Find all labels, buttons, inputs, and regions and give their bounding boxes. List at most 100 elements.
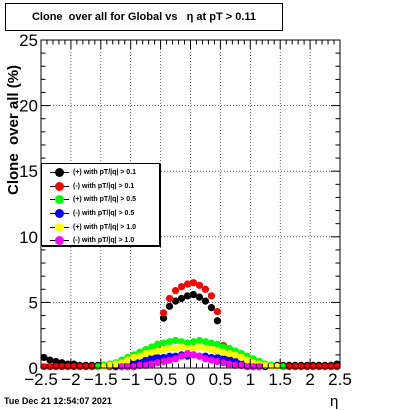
data-point [106,361,114,369]
data-point [213,347,222,355]
y-tick-label: 5 [29,293,38,312]
data-point [171,336,180,345]
data-point [207,339,216,347]
data-point [261,361,269,369]
data-point [237,361,245,369]
x-tick-label: 1 [246,370,255,389]
data-point [213,317,222,325]
data-point [165,302,174,310]
data-point [124,356,132,364]
data-point [183,292,192,300]
data-point [231,361,239,369]
data-point [189,351,198,359]
data-point [183,349,192,358]
data-point [112,360,120,368]
data-point [142,361,150,369]
data-point [142,349,150,358]
legend-marker [42,166,69,179]
data-point [171,286,180,295]
x-axis-label: η [330,393,339,410]
legend-entry: (+) with pT/|q| > 1.0 [42,220,159,234]
data-series [40,279,341,371]
x-tick-label: 1.5 [268,370,292,389]
data-point [207,356,216,364]
data-point [177,294,186,303]
data-point [231,351,239,359]
legend-marker [42,221,69,234]
data-point [207,304,216,312]
x-tick-label: −0.5 [144,370,178,389]
data-point [52,357,60,366]
legend-marker [42,234,69,247]
data-point [225,360,233,368]
legend-label: (+) with pT/|q| > 0.1 [73,169,137,177]
data-point [207,292,216,300]
data-point [195,352,204,360]
data-point [136,352,144,360]
legend-label: (+) with pT/|q| > 1.0 [73,223,137,231]
legend-entry: (-) with pT/|q| > 1.0 [42,234,159,248]
data-point [165,294,174,303]
data-point [189,290,198,299]
data-point [130,353,138,362]
data-point [225,349,233,358]
data-point [154,359,162,367]
y-tick-label: 25 [19,31,38,50]
data-point [189,279,198,287]
data-point [142,356,150,364]
x-tick-label: −1.5 [84,370,118,389]
data-point [219,359,227,367]
data-point [177,338,186,346]
legend-entry: (+) with pT/|q| > 0.1 [42,166,159,180]
legend-label: (-) with pT/|q| > 1.0 [73,237,135,245]
x-tick-label: 0 [186,370,195,389]
data-point [148,355,156,363]
x-tick-label: 2.5 [328,370,352,389]
data-point [195,281,204,289]
data-point [213,357,222,366]
data-point [201,338,210,346]
x-tick-label: −2.5 [24,370,58,389]
data-point [40,353,48,362]
data-point [213,340,222,348]
data-point [154,340,162,348]
data-point [213,307,222,316]
data-point [183,339,192,347]
x-tick-label: 0.5 [209,370,233,389]
data-point [159,357,168,366]
x-tick-label: −1 [121,370,140,389]
x-tick-label: −2 [61,370,80,389]
data-point [189,338,198,346]
data-point [201,297,210,305]
y-tick-label: 0 [29,359,38,378]
legend-marker [42,207,69,220]
data-point [159,346,168,354]
data-point [148,360,156,368]
series-5 [118,349,263,371]
data-point [165,338,174,346]
legend-label: (-) with pT/|q| > 0.1 [73,182,135,190]
data-point [195,336,204,345]
data-point [177,352,186,360]
legend: (+) with pT/|q| > 0.1 (-) with pT/|q| > … [41,163,160,246]
data-point [201,285,210,293]
data-point [159,339,168,347]
legend-marker [42,193,69,206]
data-point [195,293,204,301]
y-tick-label: 15 [19,162,38,181]
data-point [148,348,156,356]
data-point [159,309,168,317]
data-point [165,344,174,352]
data-point [177,343,186,351]
legend-entry: (-) with pT/|q| > 0.5 [42,207,159,221]
data-point [183,280,192,288]
data-point [148,343,156,351]
legend-entry: (-) with pT/|q| > 0.1 [42,180,159,194]
data-point [165,356,174,364]
data-point [171,344,180,352]
data-point [201,344,210,352]
x-tick-label: 2 [305,370,314,389]
data-point [243,356,251,364]
data-point [219,343,227,351]
data-point [136,361,144,369]
